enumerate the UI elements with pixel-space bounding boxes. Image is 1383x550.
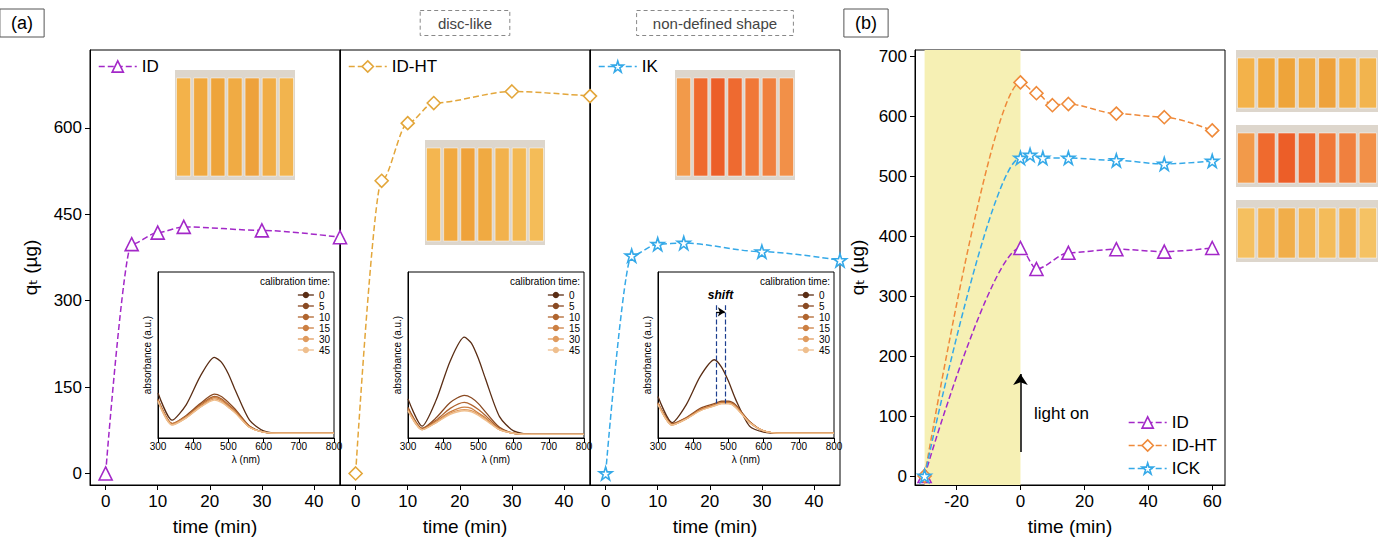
svg-text:disc-like: disc-like [438, 15, 492, 32]
svg-text:15: 15 [819, 323, 831, 334]
svg-text:30: 30 [252, 492, 271, 511]
svg-text:700: 700 [879, 47, 907, 66]
svg-text:600: 600 [505, 441, 522, 452]
svg-text:ID-HT: ID-HT [392, 57, 437, 76]
svg-text:non-defined shape: non-defined shape [653, 15, 777, 32]
svg-text:600: 600 [755, 441, 772, 452]
svg-text:20: 20 [450, 492, 469, 511]
svg-text:150: 150 [54, 378, 82, 397]
svg-text:300: 300 [400, 441, 417, 452]
svg-text:600: 600 [255, 441, 272, 452]
svg-text:10: 10 [398, 492, 417, 511]
svg-text:500: 500 [879, 167, 907, 186]
svg-text:calibration time:: calibration time: [260, 276, 330, 287]
svg-text:20: 20 [200, 492, 219, 511]
svg-text:800: 800 [826, 441, 843, 452]
svg-text:100: 100 [879, 407, 907, 426]
svg-text:5: 5 [569, 301, 575, 312]
svg-text:300: 300 [650, 441, 667, 452]
svg-text:time (min): time (min) [1028, 516, 1112, 537]
svg-text:absorbance (a.u.): absorbance (a.u.) [142, 316, 153, 394]
svg-text:0: 0 [601, 492, 610, 511]
svg-text:400: 400 [435, 441, 452, 452]
svg-text:shift: shift [708, 288, 734, 302]
svg-text:500: 500 [720, 441, 737, 452]
svg-text:λ (nm): λ (nm) [232, 454, 260, 465]
svg-text:10: 10 [148, 492, 167, 511]
svg-text:calibration time:: calibration time: [510, 276, 580, 287]
svg-text:700: 700 [290, 441, 307, 452]
svg-text:700: 700 [540, 441, 557, 452]
svg-text:40: 40 [804, 492, 823, 511]
svg-text:ID: ID [1172, 413, 1189, 432]
svg-text:0: 0 [73, 464, 82, 483]
svg-text:qₜ (µg): qₜ (µg) [847, 240, 868, 296]
svg-text:ID: ID [142, 57, 159, 76]
svg-text:600: 600 [54, 118, 82, 137]
svg-text:λ (nm): λ (nm) [482, 454, 510, 465]
svg-text:5: 5 [819, 301, 825, 312]
svg-text:800: 800 [326, 441, 343, 452]
svg-text:time (min): time (min) [173, 516, 257, 537]
svg-text:45: 45 [319, 345, 331, 356]
svg-text:10: 10 [569, 312, 581, 323]
svg-text:45: 45 [569, 345, 581, 356]
svg-text:0: 0 [898, 467, 907, 486]
svg-text:500: 500 [470, 441, 487, 452]
svg-text:0: 0 [569, 290, 575, 301]
svg-text:400: 400 [879, 227, 907, 246]
svg-text:time (min): time (min) [423, 516, 507, 537]
svg-text:0: 0 [819, 290, 825, 301]
svg-text:0: 0 [351, 492, 360, 511]
svg-text:20: 20 [700, 492, 719, 511]
svg-text:0: 0 [319, 290, 325, 301]
svg-text:qₜ (µg): qₜ (µg) [20, 240, 41, 296]
svg-text:λ (nm): λ (nm) [732, 454, 760, 465]
svg-text:30: 30 [319, 334, 331, 345]
svg-text:300: 300 [150, 441, 167, 452]
svg-text:300: 300 [54, 291, 82, 310]
svg-text:60: 60 [1203, 492, 1222, 511]
svg-text:10: 10 [819, 312, 831, 323]
svg-text:400: 400 [685, 441, 702, 452]
svg-text:450: 450 [54, 205, 82, 224]
svg-text:10: 10 [319, 312, 331, 323]
svg-text:40: 40 [1139, 492, 1158, 511]
svg-text:(b): (b) [855, 13, 877, 33]
svg-text:-20: -20 [944, 492, 969, 511]
svg-text:500: 500 [220, 441, 237, 452]
svg-text:400: 400 [185, 441, 202, 452]
svg-text:light on: light on [1034, 404, 1089, 423]
svg-text:600: 600 [879, 107, 907, 126]
svg-text:800: 800 [576, 441, 593, 452]
svg-text:30: 30 [752, 492, 771, 511]
svg-text:ID-HT: ID-HT [1172, 436, 1217, 455]
svg-text:15: 15 [569, 323, 581, 334]
svg-text:IK: IK [642, 57, 659, 76]
svg-text:(a): (a) [11, 13, 33, 33]
svg-text:40: 40 [554, 492, 573, 511]
svg-text:45: 45 [819, 345, 831, 356]
svg-text:200: 200 [879, 347, 907, 366]
svg-text:15: 15 [319, 323, 331, 334]
svg-text:20: 20 [1075, 492, 1094, 511]
svg-text:30: 30 [819, 334, 831, 345]
svg-text:0: 0 [101, 492, 110, 511]
svg-text:calibration time:: calibration time: [760, 276, 830, 287]
svg-text:10: 10 [648, 492, 667, 511]
svg-text:700: 700 [790, 441, 807, 452]
svg-text:ICK: ICK [1172, 459, 1201, 478]
svg-text:0: 0 [1016, 492, 1025, 511]
svg-text:absorbance (a.u.): absorbance (a.u.) [642, 316, 653, 394]
svg-text:30: 30 [502, 492, 521, 511]
svg-text:300: 300 [879, 287, 907, 306]
svg-text:40: 40 [304, 492, 323, 511]
svg-text:5: 5 [319, 301, 325, 312]
svg-text:absorbance (a.u.): absorbance (a.u.) [392, 316, 403, 394]
svg-text:30: 30 [569, 334, 581, 345]
svg-text:time (min): time (min) [673, 516, 757, 537]
